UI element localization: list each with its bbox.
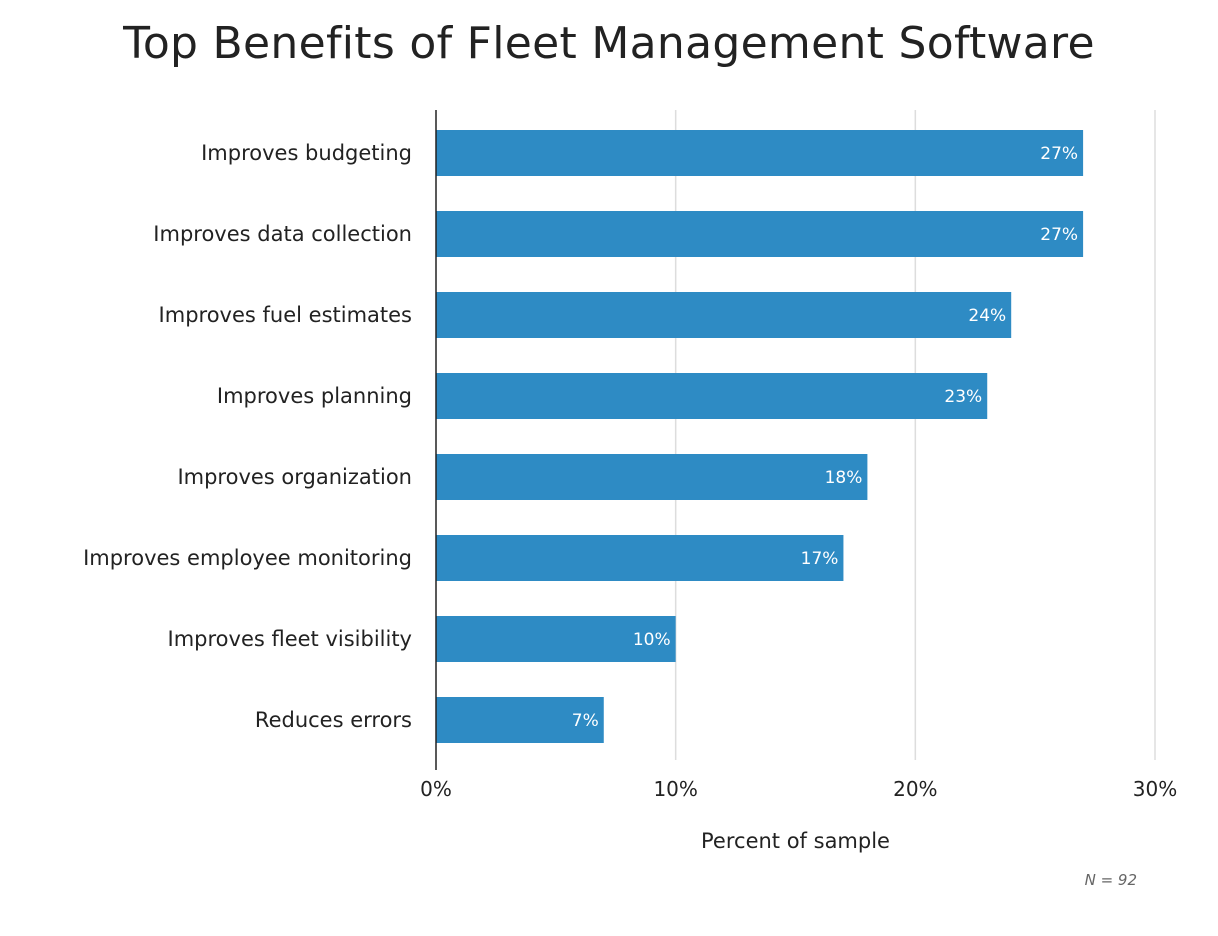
data-label: 23% (944, 387, 982, 407)
category-labels: Improves budgeting Improves data collecti… (83, 141, 412, 732)
bar (436, 130, 1084, 176)
category-label: Improves fleet visibility (168, 627, 412, 651)
x-axis-title: Percent of sample (701, 829, 890, 853)
category-label: Improves data collection (153, 222, 412, 246)
bar (436, 292, 1012, 338)
x-tick-label: 30% (1133, 777, 1177, 801)
chart-title: Top Benefits of Fleet Management Softwar… (123, 18, 1095, 69)
data-label: 17% (801, 549, 839, 569)
category-label: Improves employee monitoring (83, 546, 412, 570)
x-tick-label: 0% (420, 777, 452, 801)
data-label: 27% (1040, 225, 1078, 245)
bars (436, 130, 1084, 743)
category-label: Improves fuel estimates (159, 303, 412, 327)
bar (436, 697, 604, 743)
category-label: Reduces errors (255, 708, 412, 732)
x-tick-label: 20% (893, 777, 937, 801)
x-tick-label: 10% (653, 777, 697, 801)
data-labels: 27% 27% 24% 23% 18% 17% 10% 7% (572, 144, 1078, 731)
bar (436, 616, 676, 662)
category-label: Improves organization (177, 465, 412, 489)
data-label: 27% (1040, 144, 1078, 164)
data-label: 24% (968, 306, 1006, 326)
category-label: Improves planning (217, 384, 412, 408)
bar (436, 535, 844, 581)
data-label: 18% (825, 468, 863, 488)
data-label: 7% (572, 711, 599, 731)
x-tick-labels: 0% 10% 20% 30% (420, 777, 1177, 801)
bar (436, 454, 868, 500)
gridlines (674, 110, 1156, 760)
bar (436, 211, 1084, 257)
sample-size-note: N = 92 (1085, 871, 1137, 889)
bar (436, 373, 988, 419)
data-label: 10% (633, 630, 671, 650)
category-label: Improves budgeting (201, 141, 412, 165)
